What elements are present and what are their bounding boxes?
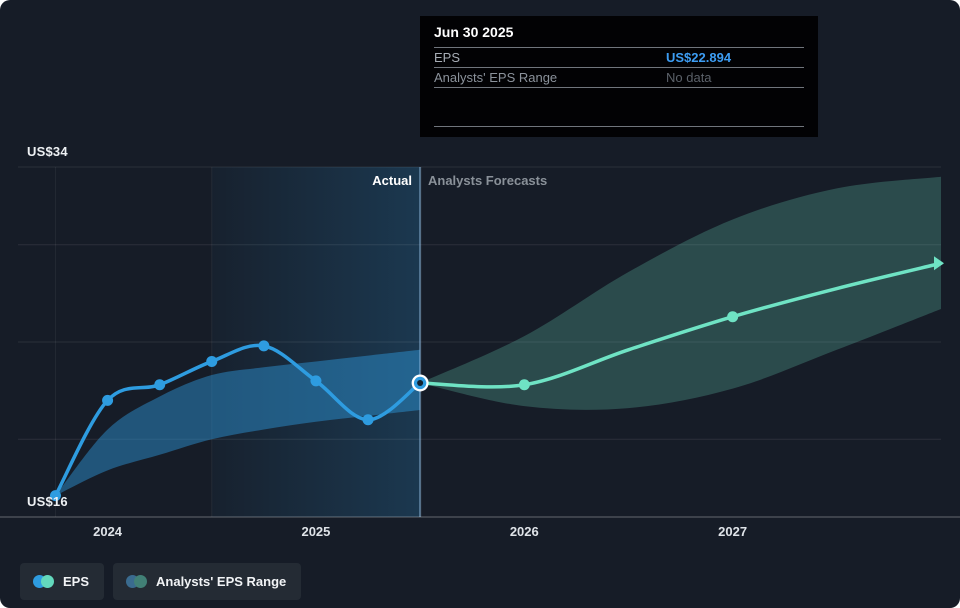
eps-range-legend-icon (126, 575, 148, 588)
data-point-marker (727, 311, 739, 323)
tooltip-range-label: Analysts' EPS Range (434, 70, 558, 85)
data-point-marker (258, 340, 270, 352)
data-point-marker (206, 355, 218, 367)
legend-eps-range-label: Analysts' EPS Range (156, 574, 287, 589)
tooltip-eps-label: EPS (434, 50, 461, 65)
tooltip-bottom-rule (434, 126, 804, 127)
x-tick-label: 2025 (301, 524, 331, 539)
actual-phase-label: Actual (372, 173, 412, 188)
hover-point-center (417, 379, 424, 386)
eps-range-band-actual (55, 349, 421, 496)
legend: EPS Analysts' EPS Range (20, 563, 302, 600)
series-end-marker (934, 256, 944, 271)
data-point-marker (362, 414, 374, 426)
x-tick-label: 2024 (93, 524, 123, 539)
data-point-marker (310, 375, 322, 387)
legend-toggle-eps[interactable]: EPS (20, 563, 105, 600)
y-axis-max-label: US$34 (27, 144, 68, 159)
data-point-marker (50, 490, 62, 502)
data-point-marker (102, 394, 114, 406)
eps-legend-icon (33, 575, 54, 588)
tooltip-range-row: Analysts' EPS Range No data (434, 68, 804, 88)
tooltip-eps-value: US$22.894 (666, 50, 732, 65)
tooltip-range-value: No data (666, 70, 712, 85)
legend-toggle-eps-range[interactable]: Analysts' EPS Range (113, 563, 302, 600)
eps-range-band-forecast (420, 176, 941, 410)
x-tick-label: 2027 (718, 524, 748, 539)
legend-eps-label: EPS (63, 574, 90, 589)
highlighted-period-region (211, 167, 421, 517)
data-point-marker (518, 379, 530, 391)
forecast-phase-label: Analysts Forecasts (428, 173, 548, 188)
tooltip-date: Jun 30 2025 (434, 24, 804, 48)
eps-forecast-line (418, 261, 943, 389)
data-point-marker (154, 379, 166, 391)
y-axis-min-label: US$16 (27, 494, 68, 509)
x-tick-label: 2026 (509, 524, 539, 539)
chart-tooltip: Jun 30 2025 EPS US$22.894 Analysts' EPS … (420, 16, 818, 137)
tooltip-eps-row: EPS US$22.894 (434, 48, 804, 68)
